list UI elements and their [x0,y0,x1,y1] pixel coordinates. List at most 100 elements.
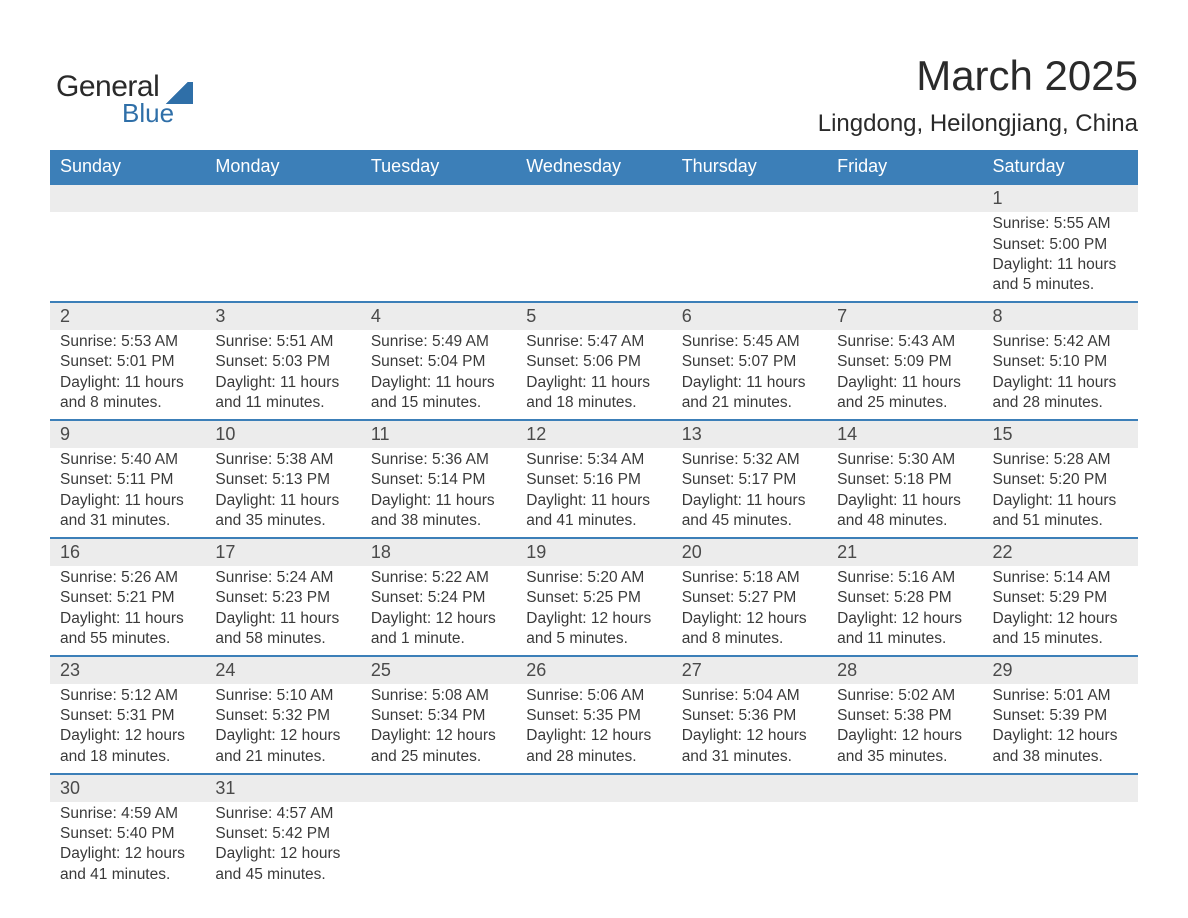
day-info-row: Sunrise: 5:53 AMSunset: 5:01 PM Daylight:… [50,330,1138,420]
sunrise-text: Sunrise: 5:49 AM [371,332,506,352]
weekday-header: Tuesday [361,150,516,184]
daylight-text: Daylight: 12 hours [526,609,661,629]
sunrise-text: Sunrise: 5:10 AM [215,686,350,706]
day-number: 27 [672,657,827,684]
weekday-header: Thursday [672,150,827,184]
day-number: 4 [361,303,516,330]
day-number: 13 [672,421,827,448]
daylight-text: Daylight: 12 hours [526,726,661,746]
day-number: 25 [361,657,516,684]
day-number: 22 [983,539,1138,566]
day-cell: Sunrise: 5:40 AMSunset: 5:11 PMDaylight:… [50,448,205,538]
sunrise-text: Sunrise: 5:18 AM [682,568,817,588]
day-cell: Sunrise: 5:36 AMSunset: 5:14 PMDaylight:… [361,448,516,538]
daylight-text: and 18 minutes. [526,393,661,413]
day-number: 7 [827,303,982,330]
sunset-text: Sunset: 5:13 PM [215,470,350,490]
daylight-text: Daylight: 12 hours [993,726,1128,746]
daylight-text: Daylight: 11 hours [682,491,817,511]
day-cell: Sunrise: 5:18 AMSunset: 5:27 PMDaylight:… [672,566,827,656]
daylight-text: and 21 minutes. [215,747,350,767]
day-number: 18 [361,539,516,566]
daylight-text: Daylight: 12 hours [682,609,817,629]
empty-day [672,212,827,302]
sunrise-text: Sunrise: 5:40 AM [60,450,195,470]
day-number: 3 [205,303,360,330]
empty-day [983,802,1138,891]
day-number: 1 [983,185,1138,212]
sunset-text: Sunset: 5:32 PM [215,706,350,726]
day-number: 30 [50,775,205,802]
empty-day [361,184,516,212]
sunset-text: Sunset: 5:09 PM [837,352,972,372]
weekday-header: Saturday [983,150,1138,184]
day-number-row: 3031 [50,774,1138,802]
daylight-text: and 31 minutes. [682,747,817,767]
daylight-text: and 5 minutes. [993,275,1128,295]
daylight-text: Daylight: 11 hours [837,373,972,393]
daylight-text: Daylight: 11 hours [371,491,506,511]
day-cell: Sunrise: 5:55 AMSunset: 5:00 PMDaylight:… [983,212,1138,302]
day-cell: Sunrise: 5:16 AMSunset: 5:28 PMDaylight:… [827,566,982,656]
sunrise-text: Sunrise: 5:22 AM [371,568,506,588]
day-number: 31 [205,775,360,802]
sunrise-text: Sunrise: 5:28 AM [993,450,1128,470]
sunrise-text: Sunrise: 5:53 AM [60,332,195,352]
daylight-text: and 15 minutes. [993,629,1128,649]
day-number: 12 [516,421,671,448]
sunrise-text: Sunrise: 5:20 AM [526,568,661,588]
sunset-text: Sunset: 5:35 PM [526,706,661,726]
day-cell: Sunrise: 5:49 AMSunset: 5:04 PMDaylight:… [361,330,516,420]
sunset-text: Sunset: 5:31 PM [60,706,195,726]
daylight-text: Daylight: 11 hours [993,255,1128,275]
daylight-text: and 25 minutes. [371,747,506,767]
sunrise-text: Sunrise: 5:32 AM [682,450,817,470]
daylight-text: and 1 minute. [371,629,506,649]
calendar-table: Sunday Monday Tuesday Wednesday Thursday… [50,150,1138,891]
daylight-text: and 11 minutes. [215,393,350,413]
day-number: 17 [205,539,360,566]
sunset-text: Sunset: 5:00 PM [993,235,1128,255]
sunset-text: Sunset: 5:01 PM [60,352,195,372]
day-info-row: Sunrise: 5:26 AMSunset: 5:21 PMDaylight:… [50,566,1138,656]
daylight-text: and 38 minutes. [371,511,506,531]
weekday-header: Wednesday [516,150,671,184]
daylight-text: Daylight: 11 hours [215,491,350,511]
day-cell: Sunrise: 5:53 AMSunset: 5:01 PMDaylight:… [50,330,205,420]
sunrise-text: Sunrise: 5:01 AM [993,686,1128,706]
daylight-text: Daylight: 11 hours [526,491,661,511]
sunset-text: Sunset: 5:06 PM [526,352,661,372]
daylight-text: Daylight: 11 hours [215,609,350,629]
day-number: 15 [983,421,1138,448]
sunset-text: Sunset: 5:42 PM [215,824,350,844]
sunrise-text: Sunrise: 5:06 AM [526,686,661,706]
day-cell: Sunrise: 5:32 AMSunset: 5:17 PMDaylight:… [672,448,827,538]
daylight-text: and 8 minutes. [682,629,817,649]
day-cell: Sunrise: 5:08 AMSunset: 5:34 PMDaylight:… [361,684,516,774]
day-cell: Sunrise: 5:28 AMSunset: 5:20 PMDaylight:… [983,448,1138,538]
daylight-text: Daylight: 11 hours [682,373,817,393]
sunset-text: Sunset: 5:25 PM [526,588,661,608]
daylight-text: and 45 minutes. [682,511,817,531]
day-cell: Sunrise: 5:22 AMSunset: 5:24 PMDaylight:… [361,566,516,656]
day-number: 11 [361,421,516,448]
daylight-text: and 45 minutes. [215,865,350,885]
daylight-text: and 35 minutes. [215,511,350,531]
day-number: 23 [50,657,205,684]
sunset-text: Sunset: 5:07 PM [682,352,817,372]
weekday-header: Sunday [50,150,205,184]
sunset-text: Sunset: 5:34 PM [371,706,506,726]
sunrise-text: Sunrise: 5:47 AM [526,332,661,352]
day-number: 8 [983,303,1138,330]
sunrise-text: Sunrise: 5:34 AM [526,450,661,470]
weekday-header-row: Sunday Monday Tuesday Wednesday Thursday… [50,150,1138,184]
sunrise-text: Sunrise: 5:24 AM [215,568,350,588]
day-number: 16 [50,539,205,566]
day-number-row: 1 [50,184,1138,212]
sunrise-text: Sunrise: 5:02 AM [837,686,972,706]
day-number: 19 [516,539,671,566]
empty-day [672,802,827,891]
empty-day [361,774,516,802]
empty-day [827,802,982,891]
daylight-text: Daylight: 11 hours [837,491,972,511]
